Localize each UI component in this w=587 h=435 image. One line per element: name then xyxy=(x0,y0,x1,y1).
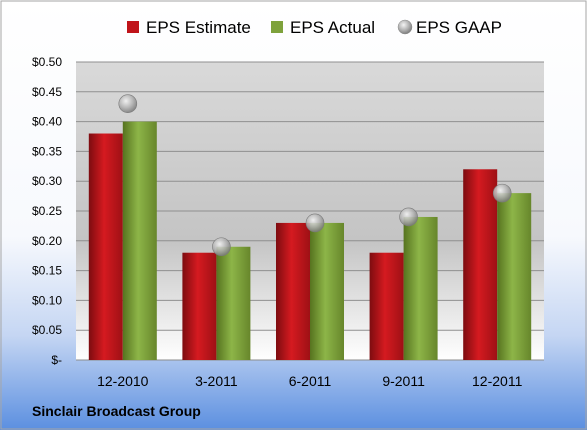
y-tick-label: $0.05 xyxy=(32,323,62,337)
legend-label-actual: EPS Actual xyxy=(290,18,375,37)
bar-eps-actual xyxy=(403,216,438,360)
y-axis-ticks: $- $0.05 $0.10 $0.15 $0.20 $0.25 $0.30 $0.35 $0.… xyxy=(32,55,62,367)
gaap-markers xyxy=(118,94,512,257)
gaap-marker xyxy=(492,183,512,203)
x-tick-label: 3-2011 xyxy=(195,373,238,389)
gaap-marker xyxy=(118,94,138,114)
gaap-marker xyxy=(305,213,325,233)
y-tick-label: $0.45 xyxy=(32,85,62,99)
bar-eps-actual xyxy=(310,222,344,360)
bar-eps-actual xyxy=(216,246,251,360)
x-tick-label: 12-2010 xyxy=(97,373,149,389)
legend: EPS Estimate EPS Actual EPS GAAP xyxy=(127,18,502,37)
bar-eps-estimate xyxy=(88,133,123,360)
company-name: Sinclair Broadcast Group xyxy=(32,403,201,419)
bar-eps-estimate xyxy=(276,222,310,360)
y-tick-label: $- xyxy=(51,353,62,367)
y-tick-label: $0.10 xyxy=(32,293,62,307)
y-tick-label: $0.15 xyxy=(32,264,62,278)
y-tick-label: $0.20 xyxy=(32,234,62,248)
y-tick-label: $0.40 xyxy=(32,115,62,129)
legend-label-estimate: EPS Estimate xyxy=(146,18,251,37)
gaap-marker xyxy=(212,237,231,257)
x-tick-label: 6-2011 xyxy=(289,373,332,389)
bar-eps-estimate xyxy=(182,252,217,360)
legend-swatch-actual xyxy=(271,21,283,33)
legend-label-gaap: EPS GAAP xyxy=(416,18,502,37)
x-tick-label: 9-2011 xyxy=(382,373,425,389)
bars xyxy=(88,121,532,360)
bar-eps-estimate xyxy=(369,252,404,360)
bar-eps-estimate xyxy=(463,169,498,360)
y-tick-label: $0.25 xyxy=(32,204,62,218)
y-tick-label: $0.30 xyxy=(32,174,62,188)
y-tick-label: $0.50 xyxy=(32,55,62,69)
x-tick-label: 12-2011 xyxy=(472,373,523,389)
bar-eps-actual xyxy=(122,121,157,360)
gaap-marker xyxy=(399,207,418,227)
legend-swatch-gaap xyxy=(397,19,413,35)
legend-swatch-estimate xyxy=(127,21,139,33)
y-tick-label: $0.35 xyxy=(32,144,62,158)
x-axis-ticks: 12-2010 3-2011 6-2011 9-2011 12-2011 xyxy=(97,373,522,389)
bar-eps-actual xyxy=(497,193,532,360)
